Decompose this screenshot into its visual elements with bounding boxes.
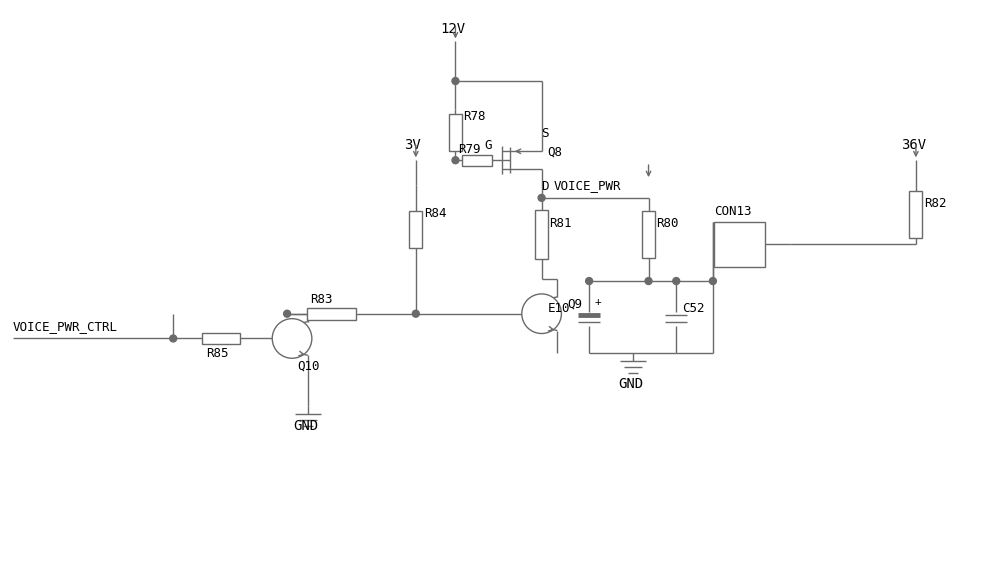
Text: D: D <box>542 180 549 193</box>
Bar <box>714 221 765 267</box>
Text: C52: C52 <box>682 302 705 315</box>
Circle shape <box>284 310 291 317</box>
Bar <box>642 211 655 258</box>
Text: VOICE_PWR: VOICE_PWR <box>553 179 621 192</box>
Text: +: + <box>594 297 601 307</box>
Bar <box>449 114 462 151</box>
Text: R79: R79 <box>458 143 481 156</box>
Circle shape <box>170 335 177 342</box>
Text: 36V: 36V <box>901 138 926 152</box>
Circle shape <box>538 195 545 201</box>
Text: R78: R78 <box>463 110 486 122</box>
Text: GND: GND <box>618 377 643 391</box>
Bar <box>307 308 356 320</box>
Text: 12V: 12V <box>441 22 466 36</box>
Text: S: S <box>542 127 549 141</box>
Bar <box>909 191 922 238</box>
Circle shape <box>452 157 459 164</box>
Text: G: G <box>484 139 492 152</box>
Bar <box>409 211 422 248</box>
Text: R84: R84 <box>424 207 446 220</box>
Text: 3V: 3V <box>404 138 421 152</box>
Bar <box>462 155 492 166</box>
Bar <box>202 333 240 344</box>
Text: CON13: CON13 <box>714 205 751 218</box>
Text: Q10: Q10 <box>297 359 320 372</box>
Circle shape <box>272 319 312 358</box>
Circle shape <box>412 310 419 317</box>
Bar <box>535 210 548 259</box>
Text: VOICE_PWR_CTRL: VOICE_PWR_CTRL <box>13 320 118 333</box>
Text: Q9: Q9 <box>567 298 582 311</box>
Circle shape <box>673 278 680 284</box>
Text: R82: R82 <box>924 197 946 210</box>
Circle shape <box>586 278 593 284</box>
Text: Q8: Q8 <box>548 145 563 158</box>
Circle shape <box>452 77 459 84</box>
Text: R83: R83 <box>310 293 332 306</box>
Circle shape <box>645 278 652 284</box>
Text: R85: R85 <box>206 347 228 360</box>
Text: E10: E10 <box>548 302 570 315</box>
Text: GND: GND <box>293 419 318 432</box>
Circle shape <box>522 294 561 333</box>
Text: R81: R81 <box>550 217 572 229</box>
Text: R80: R80 <box>656 217 679 229</box>
Circle shape <box>709 278 716 284</box>
